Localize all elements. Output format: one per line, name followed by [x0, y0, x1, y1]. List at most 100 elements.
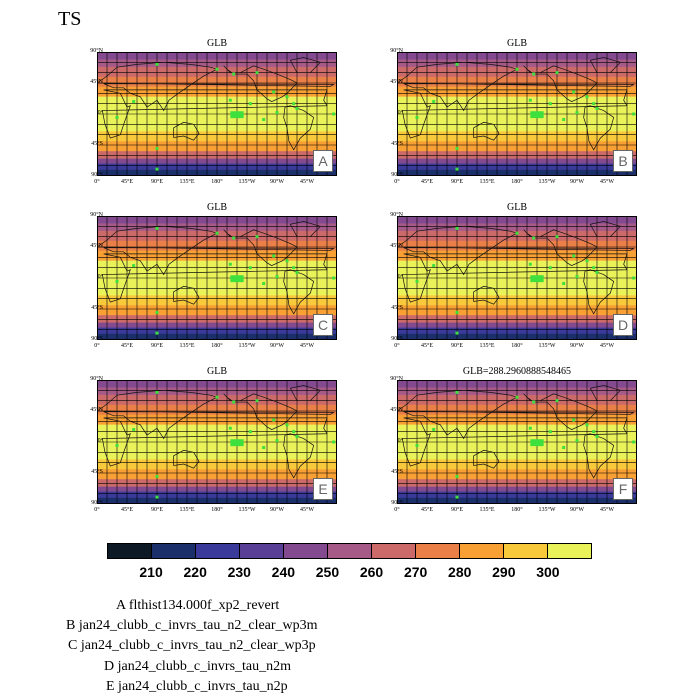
station-marker [272, 90, 276, 94]
station-marker [155, 62, 159, 66]
lat-tick-label: 90°N [90, 376, 103, 382]
panel-title: GLB [207, 366, 227, 377]
coastline [583, 105, 615, 151]
lon-tick-label: 90°E [150, 179, 164, 185]
station-marker [262, 446, 266, 450]
station-marker [215, 231, 219, 235]
lat-tick-label: 0° [397, 438, 403, 444]
lon-tick-label: 90°E [150, 507, 164, 513]
station-marker [432, 264, 436, 268]
station-marker [555, 71, 559, 75]
station-marker [548, 430, 552, 434]
station-marker [555, 235, 559, 239]
map-frame [97, 380, 337, 504]
station-marker [292, 266, 296, 270]
lon-tick-label: 0° [94, 179, 100, 185]
station-marker [275, 439, 279, 443]
station-marker [548, 266, 552, 270]
station-marker [455, 226, 459, 230]
coastline [401, 253, 628, 303]
coastline [289, 221, 321, 238]
station-marker [455, 495, 459, 499]
lon-tick-label: 135°E [479, 179, 495, 185]
lat-tick-label: 45°N [90, 407, 103, 413]
station-marker [232, 400, 236, 404]
station-marker [455, 474, 459, 478]
colorbar-tick-label: 240 [271, 564, 296, 580]
temperature-map [97, 216, 337, 340]
coastline [173, 285, 200, 305]
lat-tick-label: 45°S [91, 141, 103, 147]
lat-tick-label: 0° [97, 438, 103, 444]
colorbar-cell [196, 544, 240, 558]
lat-tick-label: 90°N [90, 212, 103, 218]
station-marker [248, 102, 252, 106]
lat-tick-label: 90°S [91, 172, 103, 178]
map-panel-b: GLB 90°N 45°N 0° 45°S 90°S 0° 45°E 90°E 135°E 180°… [390, 38, 647, 185]
figure-title: TS [58, 8, 82, 30]
coastline [473, 285, 500, 305]
colorbar [107, 543, 592, 559]
colorbar-tick-label: 300 [536, 564, 560, 580]
lon-tick-label: 135°W [538, 179, 556, 185]
station-marker [155, 167, 159, 171]
coastline [589, 221, 621, 238]
colorbar-tick-label: 210 [139, 564, 163, 580]
lon-tick-label: 90°W [269, 343, 285, 349]
lon-tick-label: 45°W [299, 507, 315, 513]
lat-tick-label: 45°N [90, 79, 103, 85]
coastline [397, 61, 635, 112]
legend-item-c: C jan24_clubb_c_invrs_tau_n2_clear_wp3p [68, 638, 316, 653]
station-region [530, 275, 544, 283]
coastline [101, 89, 328, 139]
colorbar-cell [504, 544, 548, 558]
lon-tick-label: 135°W [238, 179, 256, 185]
lon-tick-label: 90°W [269, 179, 285, 185]
station-marker [295, 270, 299, 274]
station-marker [455, 331, 459, 335]
colorbar-cell [548, 544, 591, 558]
panel-letter: D [613, 314, 633, 336]
station-marker [228, 98, 232, 102]
station-region [230, 111, 244, 119]
station-marker [548, 102, 552, 106]
lon-tick-label: 90°W [269, 507, 285, 513]
legend-item-e: E jan24_clubb_c_invrs_tau_n2p [106, 679, 288, 694]
coastline [583, 433, 615, 479]
station-marker [532, 72, 536, 76]
station-marker [415, 279, 419, 283]
coastline [97, 61, 335, 112]
lat-tick-label: 45°S [91, 469, 103, 475]
lon-tick-label: 0° [394, 343, 400, 349]
station-marker [575, 111, 579, 115]
lon-tick-label: 180° [511, 343, 523, 349]
station-marker [272, 254, 276, 258]
station-marker [228, 262, 232, 266]
station-marker [262, 282, 266, 286]
station-marker [232, 236, 236, 240]
lon-tick-label: 45°W [599, 179, 615, 185]
station-marker [255, 235, 259, 239]
station-marker [632, 112, 636, 116]
lon-tick-label: 90°E [150, 343, 164, 349]
station-marker [292, 430, 296, 434]
panel-title: GLB [207, 202, 227, 213]
station-marker [515, 67, 519, 71]
station-marker [592, 102, 596, 106]
station-marker [155, 390, 159, 394]
coastline [401, 417, 628, 467]
lon-tick-label: 90°W [569, 343, 585, 349]
panel-letter: A [313, 150, 333, 172]
panel-title: GLB=288.2960888548465 [462, 366, 572, 377]
station-region [530, 111, 544, 119]
lat-tick-label: 45°N [90, 243, 103, 249]
coastline [523, 229, 598, 266]
station-marker [275, 111, 279, 115]
station-marker [275, 275, 279, 279]
station-marker [155, 310, 159, 314]
station-marker [595, 434, 599, 438]
coastline [289, 385, 321, 402]
coastline [173, 121, 200, 141]
panel-title: GLB [207, 38, 227, 49]
station-marker [592, 430, 596, 434]
